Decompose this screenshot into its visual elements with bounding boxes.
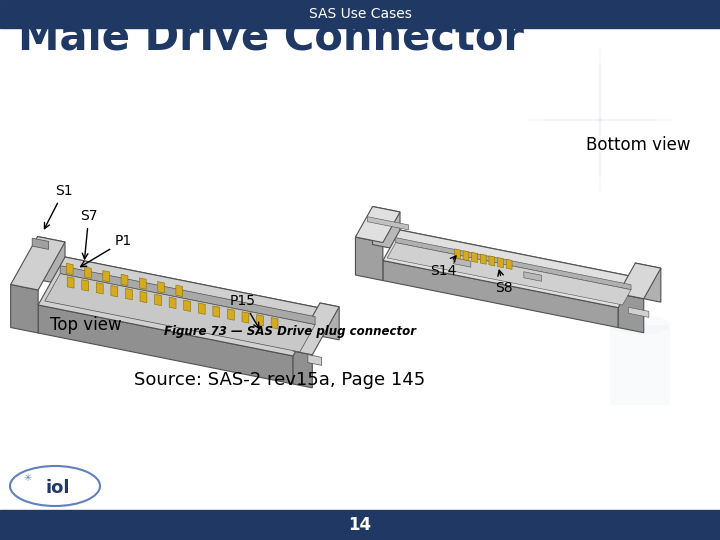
Ellipse shape: [10, 466, 100, 506]
Ellipse shape: [610, 315, 670, 335]
Polygon shape: [32, 238, 49, 249]
Polygon shape: [242, 312, 249, 323]
Polygon shape: [125, 288, 132, 300]
Polygon shape: [111, 286, 118, 297]
Polygon shape: [372, 206, 400, 250]
Polygon shape: [498, 258, 503, 268]
Polygon shape: [37, 237, 65, 285]
Polygon shape: [618, 263, 661, 299]
Polygon shape: [45, 274, 315, 352]
Polygon shape: [506, 259, 512, 269]
Polygon shape: [228, 309, 234, 320]
Bar: [610, 325, 670, 405]
Polygon shape: [66, 264, 73, 275]
Text: Male Drive Connector: Male Drive Connector: [18, 17, 524, 59]
Polygon shape: [82, 280, 89, 291]
Polygon shape: [293, 303, 339, 355]
Polygon shape: [256, 315, 264, 326]
Polygon shape: [65, 257, 320, 336]
Polygon shape: [524, 272, 541, 281]
Text: SAS Use Cases: SAS Use Cases: [309, 7, 411, 21]
Text: Figure 73 — SAS Drive plug connector: Figure 73 — SAS Drive plug connector: [164, 326, 416, 339]
Polygon shape: [198, 303, 205, 314]
Text: S1: S1: [45, 184, 73, 228]
Text: Top view: Top view: [50, 316, 122, 334]
Polygon shape: [635, 263, 661, 302]
Polygon shape: [629, 307, 649, 318]
Polygon shape: [400, 230, 635, 297]
Polygon shape: [480, 254, 486, 264]
Polygon shape: [158, 281, 164, 293]
Polygon shape: [140, 292, 147, 303]
Text: iol: iol: [46, 479, 71, 497]
Polygon shape: [356, 237, 383, 281]
Text: S7: S7: [80, 209, 97, 259]
Polygon shape: [383, 260, 618, 328]
Polygon shape: [293, 351, 312, 388]
Polygon shape: [463, 251, 469, 261]
Text: 14: 14: [348, 516, 372, 534]
Polygon shape: [320, 303, 339, 340]
Polygon shape: [140, 278, 146, 289]
Polygon shape: [387, 242, 631, 305]
Polygon shape: [155, 294, 161, 306]
Polygon shape: [213, 306, 220, 318]
Text: P1: P1: [81, 234, 132, 267]
Polygon shape: [396, 238, 631, 289]
Polygon shape: [84, 267, 91, 278]
Text: Source: SAS-2 rev15a, Page 145: Source: SAS-2 rev15a, Page 145: [135, 371, 426, 389]
Polygon shape: [103, 271, 109, 282]
Text: P15: P15: [230, 294, 259, 328]
Polygon shape: [618, 294, 644, 333]
Polygon shape: [11, 237, 65, 290]
Text: Bottom view: Bottom view: [585, 136, 690, 154]
Polygon shape: [169, 297, 176, 308]
Polygon shape: [453, 258, 471, 267]
Text: ✳: ✳: [24, 473, 32, 483]
Polygon shape: [383, 230, 635, 308]
Polygon shape: [11, 285, 38, 333]
Polygon shape: [38, 305, 293, 384]
Polygon shape: [356, 206, 400, 242]
Bar: [0, 510, 720, 540]
Polygon shape: [96, 282, 103, 294]
Polygon shape: [472, 252, 477, 262]
Polygon shape: [60, 266, 315, 325]
Text: S8: S8: [495, 270, 513, 295]
Polygon shape: [184, 300, 191, 312]
Polygon shape: [38, 257, 320, 356]
Polygon shape: [308, 355, 322, 366]
Text: S14: S14: [430, 256, 456, 278]
Polygon shape: [67, 277, 74, 288]
Polygon shape: [454, 249, 460, 259]
Polygon shape: [271, 318, 278, 329]
Polygon shape: [489, 256, 495, 266]
Polygon shape: [367, 217, 408, 230]
Bar: [0, 0, 720, 28]
Polygon shape: [176, 285, 183, 296]
Polygon shape: [121, 274, 128, 286]
